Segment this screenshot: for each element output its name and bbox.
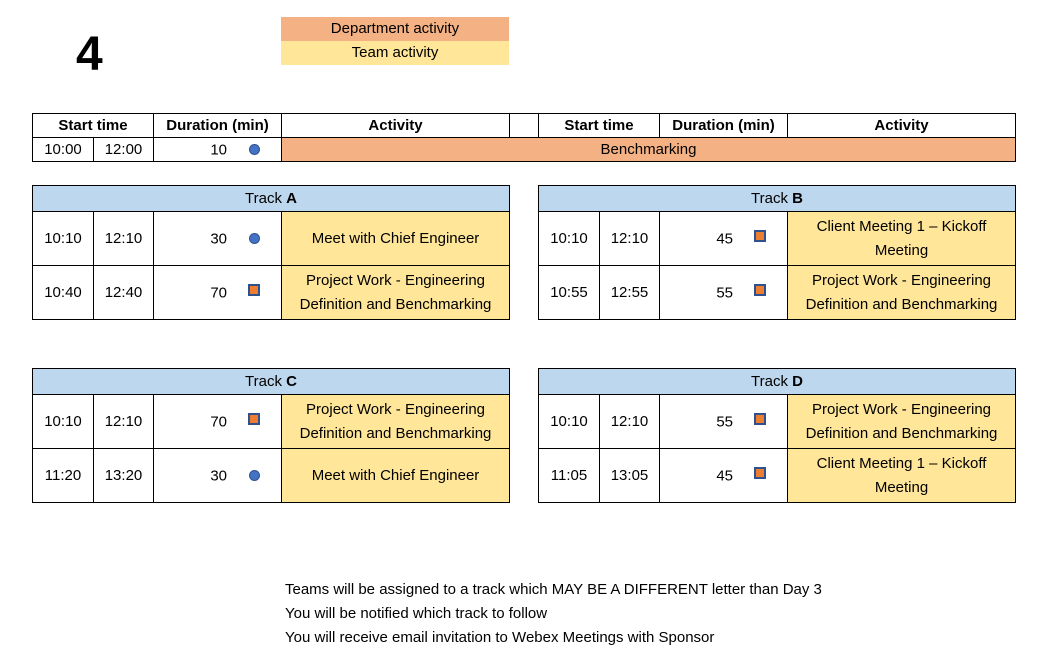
team-activity-cell: Project Work - Engineering Definition an… xyxy=(280,265,511,320)
circle-marker-icon xyxy=(249,232,260,244)
duration-value: 10 xyxy=(210,141,227,158)
table-row: 10:10 12:10 70 Project Work - Engineerin… xyxy=(32,394,511,449)
table-row: 10:55 12:55 55 Project Work - Engineerin… xyxy=(538,265,1017,320)
duration-cell: 30 xyxy=(153,448,282,503)
team-activity-cell: Client Meeting 1 – Kickoff Meeting xyxy=(786,448,1017,503)
track-header: Track A xyxy=(31,185,511,212)
circle-marker-icon xyxy=(249,143,260,155)
notes: Teams will be assigned to a track which … xyxy=(285,578,822,650)
duration-value: 45 xyxy=(716,467,733,484)
header-activity-right: Activity xyxy=(787,113,1016,138)
duration-cell: 45 xyxy=(659,211,788,266)
end-time: 12:55 xyxy=(599,265,660,320)
start-time: 10:40 xyxy=(32,265,94,320)
start-time: 10:10 xyxy=(538,211,600,266)
duration-value: 45 xyxy=(716,230,733,247)
duration-cell: 45 xyxy=(659,448,788,503)
duration-value: 30 xyxy=(210,230,227,247)
track-letter: C xyxy=(286,373,297,390)
table-row: 10:40 12:40 70 Project Work - Engineerin… xyxy=(32,265,511,320)
team-activity-cell: Client Meeting 1 – Kickoff Meeting xyxy=(786,211,1017,266)
square-marker-icon xyxy=(754,229,766,242)
day-number: 4 xyxy=(76,28,103,81)
duration-value: 70 xyxy=(210,413,227,430)
end-time: 13:20 xyxy=(93,448,154,503)
table-row: 10:10 12:10 55 Project Work - Engineerin… xyxy=(538,394,1017,449)
end-time: 12:10 xyxy=(93,394,154,449)
start-time: 10:10 xyxy=(32,211,94,266)
duration-cell: 70 xyxy=(153,265,282,320)
circle-marker-icon xyxy=(249,469,260,481)
end-time: 12:00 xyxy=(93,137,154,162)
duration-value: 55 xyxy=(716,284,733,301)
track-table-a: Track A 10:10 12:10 30 Meet with Chief E… xyxy=(31,185,511,320)
team-activity-cell: Project Work - Engineering Definition an… xyxy=(786,265,1017,320)
duration-cell: 55 xyxy=(659,265,788,320)
team-activity-cell: Project Work - Engineering Definition an… xyxy=(786,394,1017,449)
header-start-time-right: Start time xyxy=(538,113,660,138)
note-line: You will be notified which track to foll… xyxy=(285,605,548,622)
track-label: Track xyxy=(751,190,788,207)
track-table-d: Track D 10:10 12:10 55 Project Work - En… xyxy=(537,368,1017,503)
end-time: 12:40 xyxy=(93,265,154,320)
duration-value: 70 xyxy=(210,284,227,301)
note-line: Teams will be assigned to a track which … xyxy=(285,581,822,598)
track-table-b: Track B 10:10 12:10 45 Client Meeting 1 … xyxy=(537,185,1017,320)
header-start-time: Start time xyxy=(32,113,154,138)
table-row: 11:05 13:05 45 Client Meeting 1 – Kickof… xyxy=(538,448,1017,503)
track-header: Track C xyxy=(31,368,511,395)
start-time: 10:10 xyxy=(538,394,600,449)
end-time: 12:10 xyxy=(599,211,660,266)
header-activity: Activity xyxy=(281,113,510,138)
team-activity-cell: Project Work - Engineering Definition an… xyxy=(280,394,511,449)
square-marker-icon xyxy=(754,466,766,479)
header-duration: Duration (min) xyxy=(153,113,282,138)
duration-cell: 55 xyxy=(659,394,788,449)
table-row: 10:10 12:10 45 Client Meeting 1 – Kickof… xyxy=(538,211,1017,266)
duration-value: 30 xyxy=(210,467,227,484)
end-time: 13:05 xyxy=(599,448,660,503)
track-letter: D xyxy=(792,373,803,390)
start-time: 10:00 xyxy=(32,137,94,162)
table-row: 11:20 13:20 30 Meet with Chief Engineer xyxy=(32,448,511,503)
end-time: 12:10 xyxy=(599,394,660,449)
duration-cell: 70 xyxy=(153,394,282,449)
track-label: Track xyxy=(245,373,282,390)
track-header: Track B xyxy=(537,185,1017,212)
table-row: 10:10 12:10 30 Meet with Chief Engineer xyxy=(32,211,511,266)
header-duration-right: Duration (min) xyxy=(659,113,788,138)
duration-value: 55 xyxy=(716,413,733,430)
legend-team-activity: Team activity xyxy=(281,41,509,65)
duration-cell: 10 xyxy=(153,137,282,162)
team-activity-cell: Meet with Chief Engineer xyxy=(280,211,511,266)
track-table-c: Track C 10:10 12:10 70 Project Work - En… xyxy=(31,368,511,503)
start-time: 10:55 xyxy=(538,265,600,320)
track-label: Track xyxy=(245,190,282,207)
start-time: 11:20 xyxy=(32,448,94,503)
start-time: 11:05 xyxy=(538,448,600,503)
start-time: 10:10 xyxy=(32,394,94,449)
square-marker-icon xyxy=(754,283,766,296)
duration-cell: 30 xyxy=(153,211,282,266)
team-activity-cell: Meet with Chief Engineer xyxy=(280,448,511,503)
legend: Department activity Team activity xyxy=(281,17,509,65)
track-letter: A xyxy=(286,190,297,207)
schedule-header-table: Start time Duration (min) Activity Start… xyxy=(32,113,1016,162)
track-label: Track xyxy=(751,373,788,390)
note-line: You will receive email invitation to Web… xyxy=(285,629,715,646)
legend-department-activity: Department activity xyxy=(281,17,509,41)
square-marker-icon xyxy=(754,412,766,425)
square-marker-icon xyxy=(248,412,260,425)
end-time: 12:10 xyxy=(93,211,154,266)
track-letter: B xyxy=(792,190,803,207)
square-marker-icon xyxy=(248,283,260,296)
track-header: Track D xyxy=(537,368,1017,395)
department-activity-cell: Benchmarking xyxy=(281,137,1016,162)
